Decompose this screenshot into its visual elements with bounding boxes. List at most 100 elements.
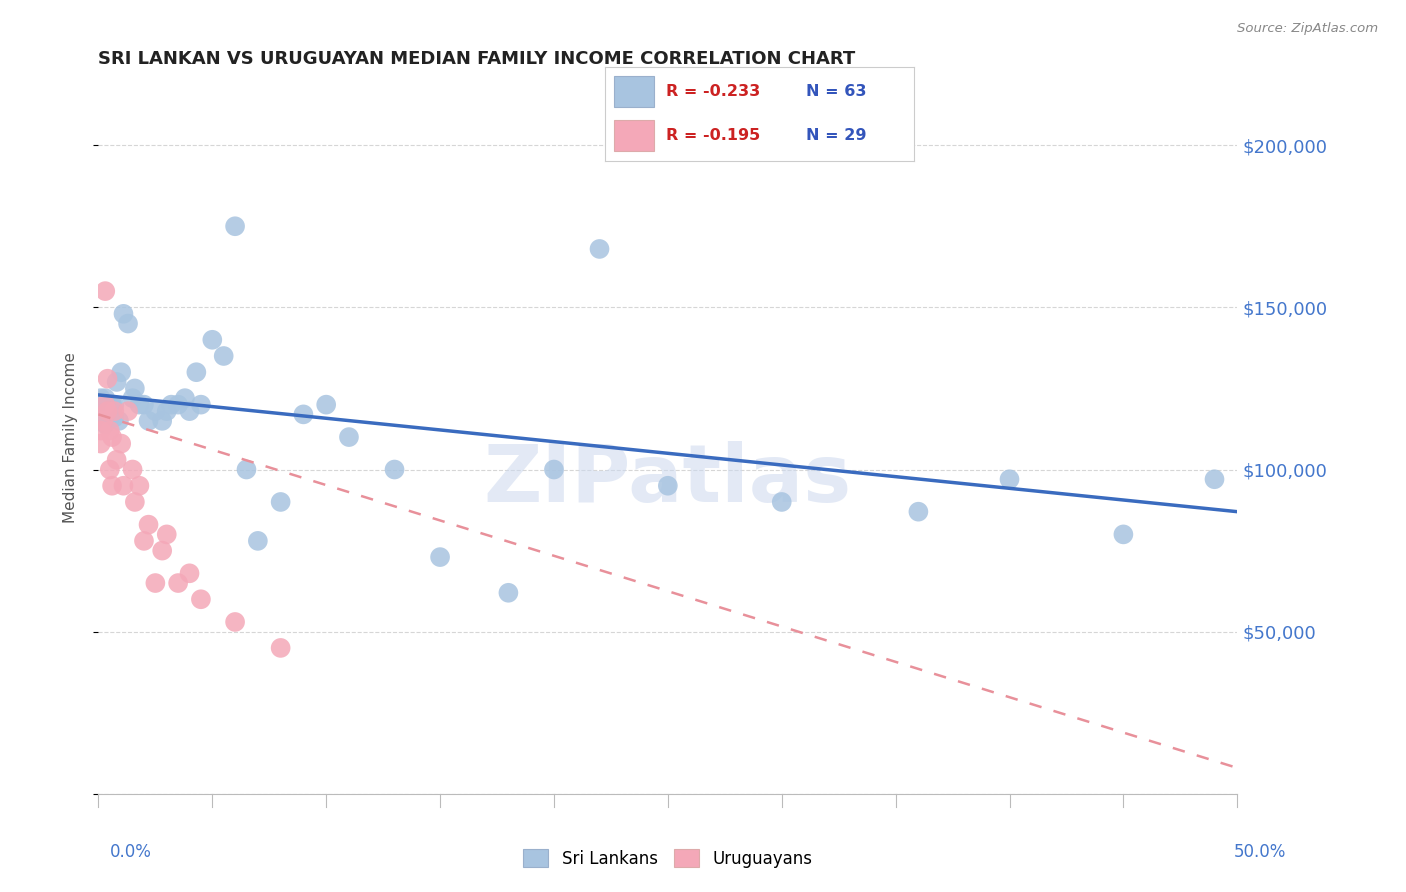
Point bbox=[91, 414, 114, 428]
Point bbox=[124, 495, 146, 509]
Point bbox=[103, 410, 125, 425]
Point bbox=[90, 424, 112, 438]
Point bbox=[270, 640, 292, 655]
Point bbox=[101, 404, 124, 418]
Point bbox=[91, 394, 114, 409]
Point bbox=[235, 462, 257, 476]
Point bbox=[98, 424, 121, 438]
Point bbox=[128, 398, 150, 412]
Point bbox=[179, 566, 201, 581]
Text: ZIPatlas: ZIPatlas bbox=[484, 441, 852, 519]
Point bbox=[132, 533, 155, 548]
Point bbox=[770, 495, 793, 509]
Point bbox=[543, 462, 565, 476]
Point bbox=[174, 391, 197, 405]
Point bbox=[101, 398, 124, 412]
Point bbox=[96, 404, 118, 418]
Point bbox=[96, 401, 118, 415]
Point bbox=[190, 592, 212, 607]
Point bbox=[132, 398, 155, 412]
Point bbox=[121, 391, 143, 405]
Point bbox=[384, 462, 406, 476]
Point bbox=[105, 452, 128, 467]
Point bbox=[145, 576, 167, 591]
Point bbox=[90, 404, 112, 418]
Point bbox=[96, 408, 118, 422]
Point bbox=[124, 381, 146, 395]
Point bbox=[145, 404, 167, 418]
Point bbox=[429, 550, 451, 565]
Point bbox=[91, 408, 114, 422]
Point bbox=[907, 505, 929, 519]
Text: R = -0.195: R = -0.195 bbox=[666, 128, 761, 144]
Point bbox=[1204, 472, 1226, 486]
Point bbox=[94, 410, 117, 425]
Point bbox=[105, 375, 128, 389]
Point bbox=[94, 284, 117, 298]
Point bbox=[190, 398, 212, 412]
Point bbox=[179, 404, 201, 418]
Point bbox=[186, 365, 208, 379]
Point bbox=[224, 219, 246, 234]
Point bbox=[101, 401, 124, 415]
Point bbox=[224, 615, 246, 629]
Point bbox=[94, 391, 117, 405]
Point bbox=[138, 517, 160, 532]
Text: R = -0.233: R = -0.233 bbox=[666, 84, 761, 99]
Point bbox=[160, 398, 183, 412]
Point bbox=[167, 398, 190, 412]
Point bbox=[91, 414, 114, 428]
Text: Source: ZipAtlas.com: Source: ZipAtlas.com bbox=[1237, 22, 1378, 36]
Point bbox=[337, 430, 360, 444]
Point bbox=[101, 479, 124, 493]
Point bbox=[98, 404, 121, 418]
Point bbox=[98, 398, 121, 412]
Point bbox=[98, 410, 121, 425]
Point bbox=[128, 479, 150, 493]
Point bbox=[110, 365, 132, 379]
Point bbox=[101, 430, 124, 444]
Point bbox=[91, 401, 114, 415]
Point bbox=[90, 436, 112, 450]
Text: N = 29: N = 29 bbox=[806, 128, 866, 144]
Bar bbox=[614, 77, 654, 107]
Point bbox=[103, 398, 125, 412]
Point bbox=[201, 333, 224, 347]
Text: SRI LANKAN VS URUGUAYAN MEDIAN FAMILY INCOME CORRELATION CHART: SRI LANKAN VS URUGUAYAN MEDIAN FAMILY IN… bbox=[98, 50, 856, 68]
Point bbox=[112, 307, 135, 321]
Text: N = 63: N = 63 bbox=[806, 84, 866, 99]
Point bbox=[96, 414, 118, 428]
Point bbox=[96, 372, 118, 386]
Point bbox=[588, 242, 610, 256]
Point bbox=[103, 404, 125, 418]
Y-axis label: Median Family Income: Median Family Income bbox=[63, 351, 77, 523]
Point bbox=[156, 527, 179, 541]
Bar bbox=[614, 120, 654, 152]
Point bbox=[1112, 527, 1135, 541]
Point bbox=[270, 495, 292, 509]
Point bbox=[498, 586, 520, 600]
Point bbox=[117, 317, 139, 331]
Point bbox=[94, 417, 117, 431]
Point bbox=[998, 472, 1021, 486]
Point bbox=[117, 404, 139, 418]
Text: 50.0%: 50.0% bbox=[1234, 843, 1286, 861]
Point bbox=[138, 414, 160, 428]
Point bbox=[246, 533, 269, 548]
Point bbox=[90, 398, 112, 412]
Point bbox=[112, 479, 135, 493]
Point bbox=[212, 349, 235, 363]
Point bbox=[98, 462, 121, 476]
Point bbox=[156, 404, 179, 418]
Point bbox=[94, 404, 117, 418]
Point bbox=[150, 414, 173, 428]
Point bbox=[94, 398, 117, 412]
Point bbox=[121, 462, 143, 476]
Point bbox=[94, 398, 117, 412]
Point bbox=[167, 576, 190, 591]
Point bbox=[110, 436, 132, 450]
Point bbox=[96, 398, 118, 412]
Point bbox=[90, 391, 112, 405]
Point bbox=[292, 408, 315, 422]
Point bbox=[108, 414, 131, 428]
